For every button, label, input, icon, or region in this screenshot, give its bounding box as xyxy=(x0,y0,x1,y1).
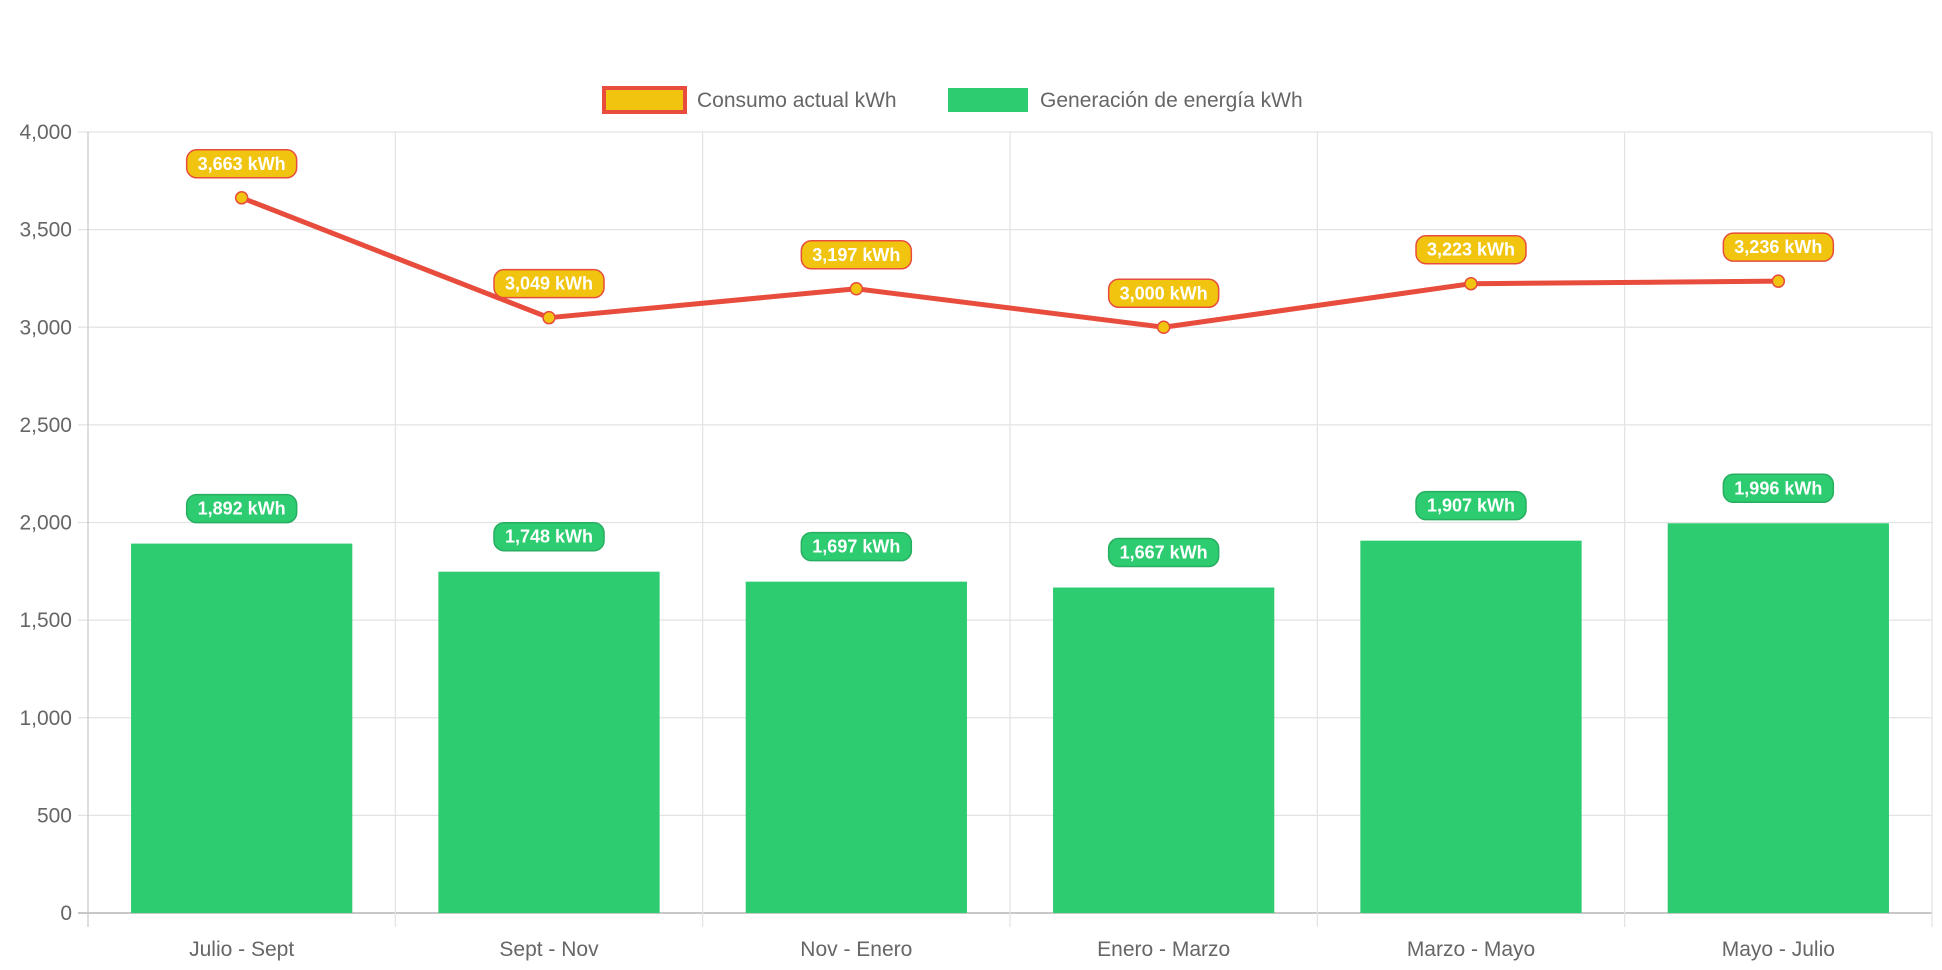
line-path xyxy=(240,195,1779,330)
line-point xyxy=(234,191,249,205)
bar-data-label: 1,667 kWh xyxy=(1120,543,1208,563)
y-tick-label: 500 xyxy=(37,804,72,827)
y-tick-label: 0 xyxy=(60,902,72,925)
x-tick-label: Julio - Sept xyxy=(189,938,294,961)
bar-data-label-bg xyxy=(1415,490,1527,521)
line-data-label-bg xyxy=(1722,232,1835,262)
legend-label-consumo: Consumo actual kWh xyxy=(697,89,897,112)
line-data-label: 3,049 kWh xyxy=(505,274,593,294)
line-series xyxy=(234,191,1786,334)
y-tick-label: 4,000 xyxy=(19,121,72,144)
y-tick-label: 1,000 xyxy=(19,707,72,730)
bar xyxy=(131,543,353,913)
bar xyxy=(1667,523,1889,913)
bar-data-label: 1,697 kWh xyxy=(812,537,900,557)
y-tick-label: 2,500 xyxy=(19,414,72,437)
line-data-label-bg xyxy=(493,268,605,299)
line-data-label: 3,663 kWh xyxy=(198,154,286,174)
line-point xyxy=(1464,276,1478,291)
line-data-label: 3,236 kWh xyxy=(1734,237,1822,257)
legend-label-generacion: Generación de energía kWh xyxy=(1040,89,1303,112)
y-tick-label: 3,000 xyxy=(19,316,72,339)
bar xyxy=(1053,587,1275,913)
legend-item-generacion[interactable]: Generación de energía kWh xyxy=(948,88,1303,112)
legend-swatch-generacion xyxy=(948,88,1028,112)
bar-data-label-bg xyxy=(800,531,913,562)
line-data-label: 3,000 kWh xyxy=(1120,283,1208,303)
bar xyxy=(745,581,967,913)
data-labels: 1,892 kWh 1,748 kWh 1,697 kWh 1,667 kWh 1,90… xyxy=(185,149,1835,568)
bar-data-label: 1,748 kWh xyxy=(505,527,593,547)
line-data-label-bg xyxy=(800,240,913,270)
bar-data-label: 1,907 kWh xyxy=(1427,496,1515,516)
bar xyxy=(438,571,660,913)
bar-data-label: 1,996 kWh xyxy=(1734,478,1822,498)
grid xyxy=(78,131,1933,927)
line-data-label: 3,197 kWh xyxy=(812,245,900,265)
line-data-label-bg xyxy=(185,149,298,179)
line-point xyxy=(849,282,864,296)
legend-item-consumo[interactable]: Consumo actual kWh xyxy=(602,86,897,114)
line-point xyxy=(542,310,556,325)
y-tick-label: 2,000 xyxy=(19,512,72,535)
line-data-label-bg xyxy=(1107,278,1220,308)
x-tick-label: Marzo - Mayo xyxy=(1407,938,1535,961)
bar-data-label-bg xyxy=(1107,537,1220,568)
x-tick-label: Sept - Nov xyxy=(499,938,599,961)
bar xyxy=(1360,540,1582,913)
bar-data-label-bg xyxy=(1722,473,1835,504)
legend-swatch-consumo xyxy=(602,86,687,114)
line-point xyxy=(1156,320,1171,334)
line-data-label: 3,223 kWh xyxy=(1427,240,1515,260)
line-point xyxy=(1771,274,1786,288)
legend[interactable]: Consumo actual kWh Generación de energía… xyxy=(602,86,1303,114)
line-data-label-bg xyxy=(1415,234,1527,265)
x-tick-label: Nov - Enero xyxy=(800,938,912,961)
bar-data-label: 1,892 kWh xyxy=(198,499,286,519)
bars xyxy=(131,523,1889,913)
x-tick-label: Enero - Marzo xyxy=(1097,938,1230,961)
x-tick-label: Mayo - Julio xyxy=(1722,938,1835,961)
axis-ticks: 0 500 1,000 1,500 2,000 2,500 3,000 3,500 4,000 J… xyxy=(19,121,1834,961)
y-tick-label: 1,500 xyxy=(19,609,72,632)
bar-data-label-bg xyxy=(493,521,605,552)
y-tick-label: 3,500 xyxy=(19,219,72,242)
bar-data-label-bg xyxy=(185,493,298,524)
